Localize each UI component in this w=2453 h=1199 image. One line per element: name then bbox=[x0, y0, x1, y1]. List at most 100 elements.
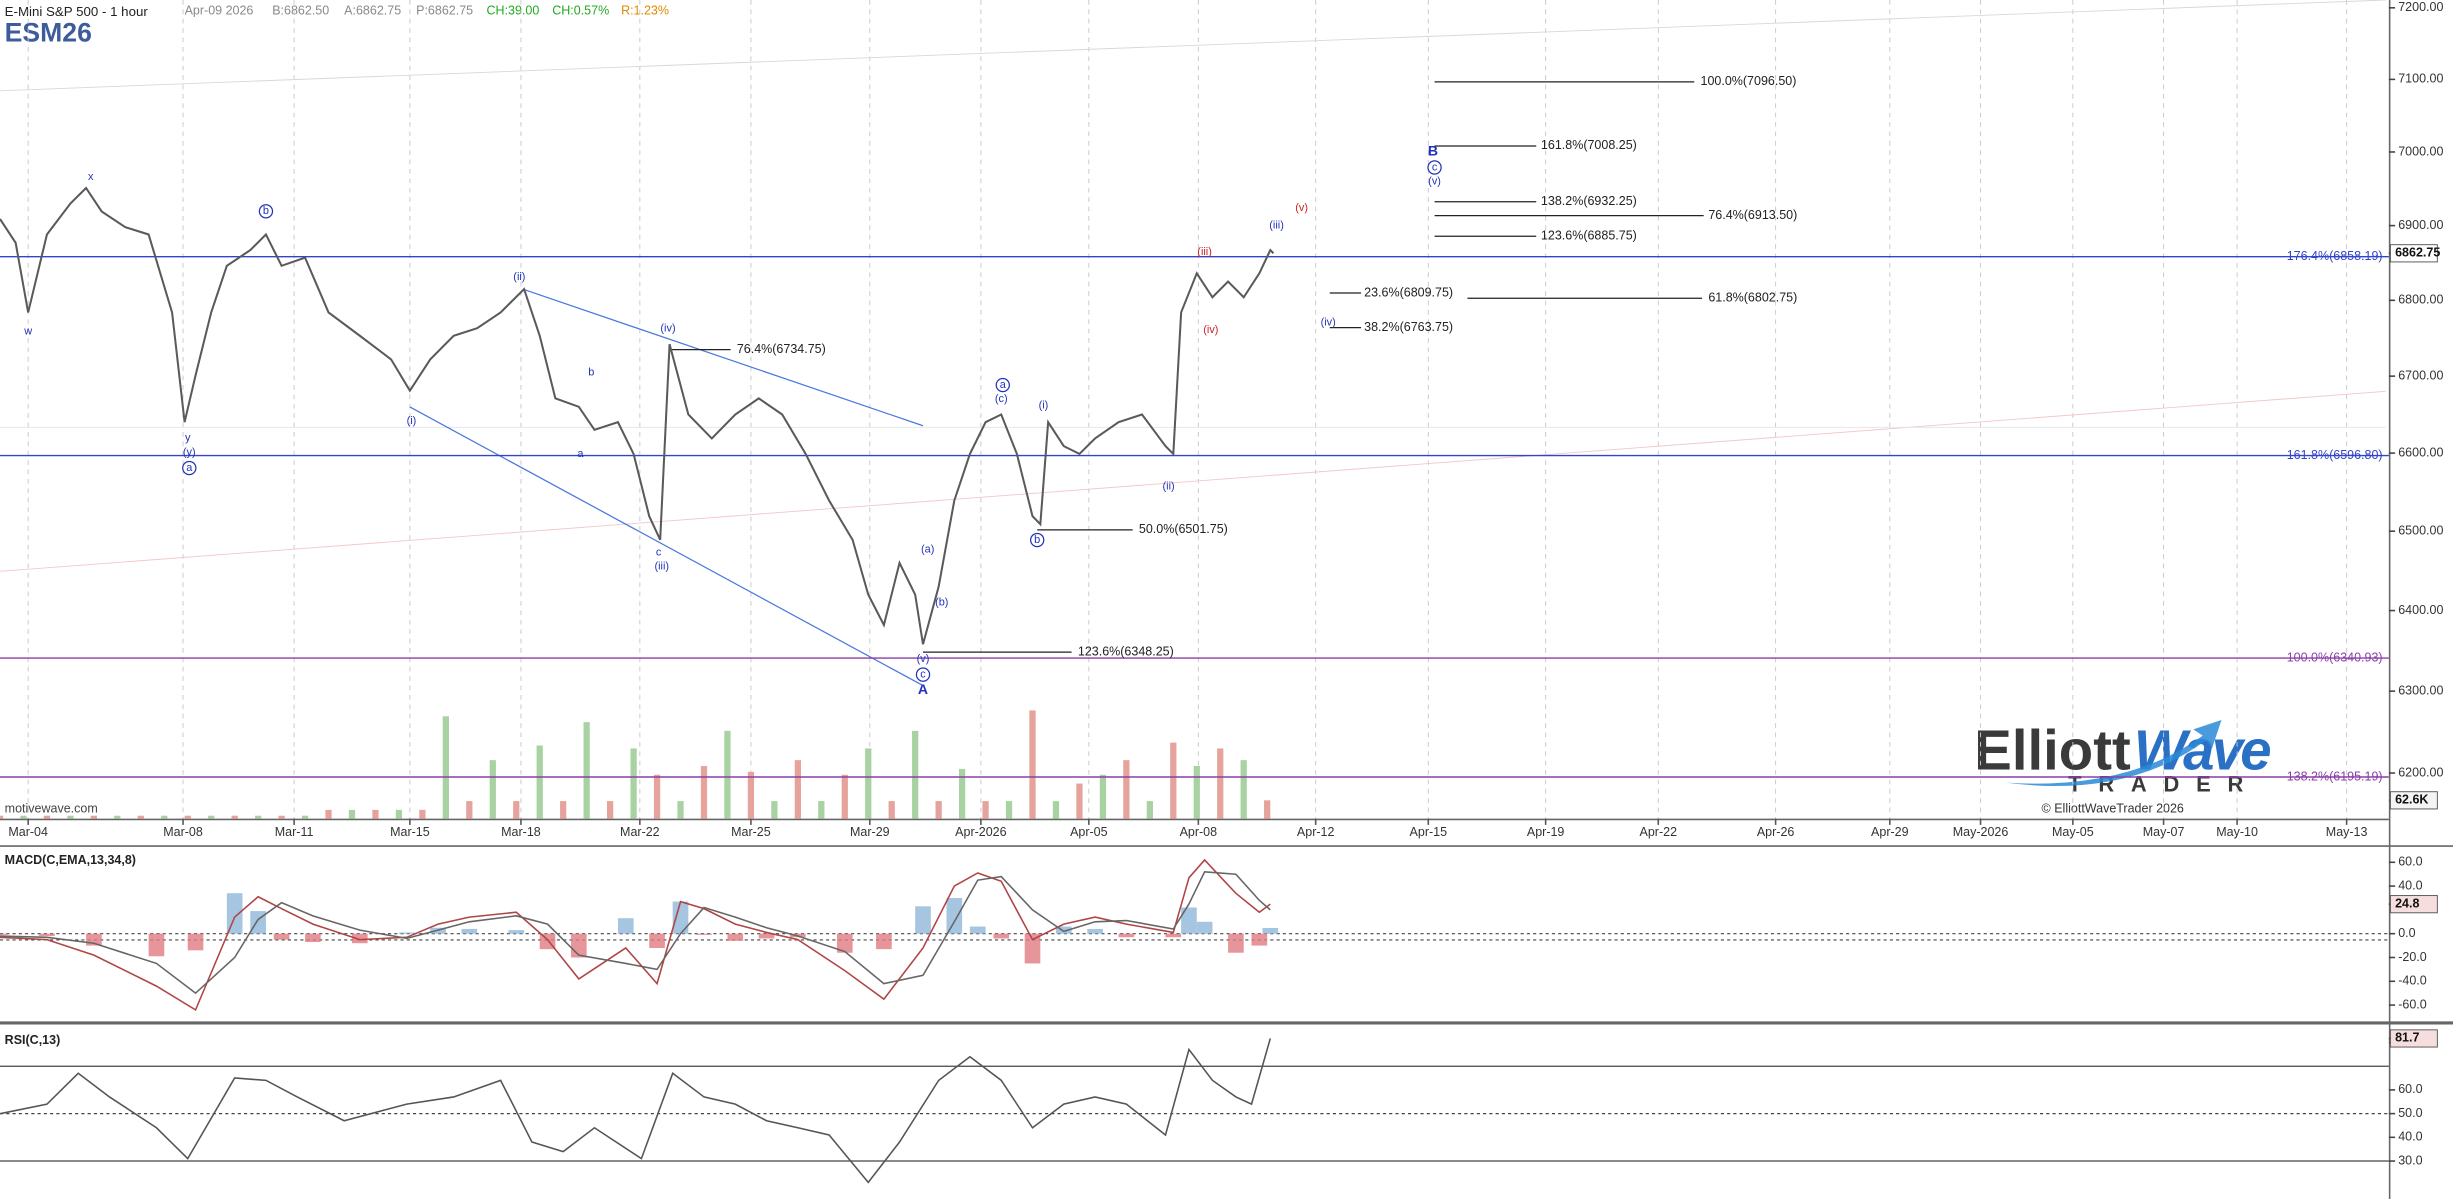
trend-line bbox=[0, 0, 2386, 92]
y-tick-label: 40.0 bbox=[2398, 878, 2422, 892]
y-tick-label: 30.0 bbox=[2398, 1153, 2422, 1167]
label-circle bbox=[995, 377, 1010, 393]
level-label: 138.2%(6195.19) bbox=[2287, 769, 2383, 783]
histogram-bar bbox=[1181, 907, 1197, 934]
volume-bar bbox=[184, 815, 191, 819]
volume-bar bbox=[536, 745, 543, 819]
wave-label: (v) bbox=[917, 653, 930, 665]
fib-label: 23.6%(6809.75) bbox=[1364, 285, 1453, 299]
level-label: 100.0%(6340.93) bbox=[2287, 650, 2383, 664]
volume-bar bbox=[724, 730, 731, 819]
volume-bar bbox=[0, 815, 4, 819]
volume-bar bbox=[466, 801, 473, 819]
histogram-bar bbox=[508, 930, 525, 934]
histogram-bar bbox=[727, 933, 744, 941]
volume-bar bbox=[841, 774, 848, 819]
volume-bar bbox=[67, 815, 74, 819]
histogram-bar bbox=[1087, 928, 1103, 934]
fib-label: 50.0%(6501.75) bbox=[1139, 522, 1228, 536]
logo-word: TRADER bbox=[2068, 772, 2253, 797]
wave-label: w bbox=[23, 326, 32, 338]
x-tick-label: Apr-08 bbox=[1180, 825, 1218, 839]
y-tick-label: 40.0 bbox=[2398, 1130, 2422, 1144]
y-tick-label: -20.0 bbox=[2398, 950, 2427, 964]
volume-bar bbox=[606, 801, 614, 819]
volume-tag-box bbox=[2389, 791, 2438, 810]
x-tick-label: Mar-04 bbox=[8, 825, 48, 839]
volume-bar bbox=[1005, 801, 1013, 819]
x-tick-label: Mar-29 bbox=[850, 825, 890, 839]
histogram-bar bbox=[273, 933, 290, 940]
header-ask: A:6862.75 bbox=[344, 3, 401, 17]
volume-bar bbox=[1146, 801, 1153, 819]
histogram-bar bbox=[1251, 933, 1268, 946]
volume-bar bbox=[865, 748, 872, 819]
y-tick-label: 60.0 bbox=[2398, 1082, 2422, 1096]
wave-label: a bbox=[1000, 379, 1007, 391]
copyright: © ElliottWaveTrader 2026 bbox=[2042, 802, 2184, 816]
panel-title: MACD(C,EMA,13,34,8) bbox=[5, 853, 136, 867]
y-tick-label: 6600.00 bbox=[2398, 445, 2443, 459]
channel-line bbox=[523, 288, 924, 427]
channel-line bbox=[409, 406, 924, 687]
histogram-bar bbox=[946, 897, 963, 934]
y-tick-label: -40.0 bbox=[2398, 974, 2427, 988]
y-tick-label: 0.0 bbox=[2398, 926, 2415, 940]
wave-label: c bbox=[1432, 161, 1438, 173]
last-price: 6862.75 bbox=[2395, 246, 2440, 260]
y-tick-label: -60.0 bbox=[2398, 997, 2427, 1011]
volume-bar bbox=[513, 801, 520, 819]
histogram-bar bbox=[39, 933, 55, 937]
header-date: Apr-09 2026 bbox=[185, 3, 254, 17]
volume-bar bbox=[419, 809, 426, 819]
x-tick-label: May-10 bbox=[2216, 825, 2258, 839]
histogram-bar bbox=[1262, 927, 1279, 934]
histogram-bar bbox=[969, 926, 986, 934]
volume-bar bbox=[489, 760, 496, 819]
volume-bar bbox=[208, 815, 215, 819]
label-circle bbox=[1030, 532, 1045, 548]
wave-label: (iii) bbox=[1269, 219, 1284, 231]
x-tick-label: May-05 bbox=[2052, 825, 2094, 839]
wave-label: (a) bbox=[921, 543, 934, 555]
volume-bar bbox=[1217, 748, 1224, 819]
histogram-bar bbox=[672, 901, 689, 934]
fib-label: 123.6%(6885.75) bbox=[1541, 228, 1637, 242]
x-tick-label: May-07 bbox=[2143, 825, 2185, 839]
x-tick-label: Apr-2026 bbox=[955, 825, 1006, 839]
trend-line bbox=[0, 390, 2386, 572]
last-value-box bbox=[2389, 895, 2438, 914]
last-value-box bbox=[2389, 1029, 2438, 1048]
volume-bar bbox=[1099, 774, 1107, 819]
volume-bar bbox=[231, 815, 238, 819]
header-price: P:6862.75 bbox=[416, 3, 473, 17]
wave-label: b bbox=[1034, 534, 1040, 546]
wave-label: a bbox=[186, 462, 193, 474]
volume-bar bbox=[114, 815, 121, 819]
volume-bar bbox=[1170, 742, 1177, 819]
wave-label: A bbox=[918, 681, 928, 697]
fib-label: 161.8%(7008.25) bbox=[1541, 138, 1637, 152]
volume-bar bbox=[325, 809, 332, 819]
volume-bar bbox=[583, 722, 590, 819]
histogram-bar bbox=[1165, 933, 1182, 938]
header-change-pct: CH:0.57% bbox=[552, 3, 609, 17]
volume-bar bbox=[348, 809, 356, 819]
volume-bar bbox=[1123, 760, 1130, 819]
header-change: CH:39.00 bbox=[487, 3, 540, 17]
level-label: 176.4%(6858.19) bbox=[2287, 249, 2383, 263]
fib-label: 138.2%(6932.25) bbox=[1541, 194, 1637, 208]
y-tick-label: 6800.00 bbox=[2398, 293, 2443, 307]
histogram-bar bbox=[1118, 933, 1135, 938]
histogram-bar bbox=[250, 911, 266, 934]
wave-label: (b) bbox=[935, 597, 948, 609]
histogram-bar bbox=[86, 933, 102, 946]
y-tick-label: 6900.00 bbox=[2398, 218, 2443, 232]
wave-label: (iv) bbox=[1203, 324, 1218, 336]
volume-bar bbox=[700, 765, 708, 819]
y-tick-label: 7200.00 bbox=[2398, 0, 2443, 14]
volume-bar bbox=[888, 801, 895, 819]
y-tick-label: 6500.00 bbox=[2398, 524, 2443, 538]
fib-label: 123.6%(6348.25) bbox=[1078, 644, 1174, 658]
volume-bar bbox=[653, 774, 661, 819]
